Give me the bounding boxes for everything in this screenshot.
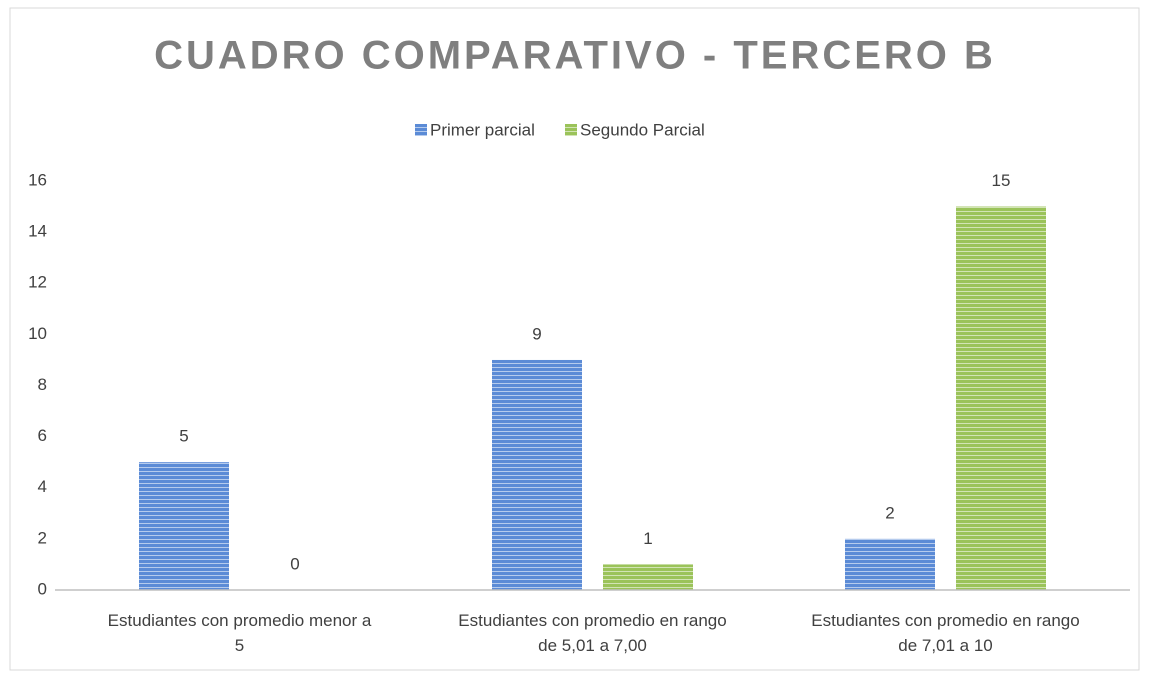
data-label: 5 <box>179 427 188 446</box>
bar <box>492 359 582 590</box>
y-tick-label: 0 <box>38 579 47 598</box>
legend-swatch <box>565 124 577 136</box>
y-tick-label: 10 <box>28 324 47 343</box>
chart-title: CUADRO COMPARATIVO - TERCERO B <box>154 34 996 78</box>
y-tick-label: 6 <box>38 426 47 445</box>
data-label: 15 <box>992 171 1011 190</box>
data-label: 1 <box>643 529 652 548</box>
x-tick-label: Estudiantes con promedio en rango de 7,01… <box>811 611 1079 655</box>
bar <box>956 206 1046 590</box>
bar <box>845 538 935 590</box>
bar <box>603 564 693 590</box>
y-tick-label: 14 <box>28 222 47 241</box>
bar <box>139 462 229 590</box>
legend-swatch <box>415 124 427 136</box>
y-tick-label: 4 <box>38 477 47 496</box>
legend-label: Segundo Parcial <box>580 120 705 139</box>
y-tick-label: 8 <box>38 375 47 394</box>
y-tick-label: 2 <box>38 528 47 547</box>
data-label: 0 <box>290 554 299 573</box>
legend-label: Primer parcial <box>430 120 535 139</box>
x-tick-label: Estudiantes con promedio en rango de 5,01… <box>458 611 726 655</box>
y-tick-label: 16 <box>28 170 47 189</box>
data-label: 2 <box>885 503 894 522</box>
y-tick-label: 12 <box>28 273 47 292</box>
data-label: 9 <box>532 324 541 343</box>
